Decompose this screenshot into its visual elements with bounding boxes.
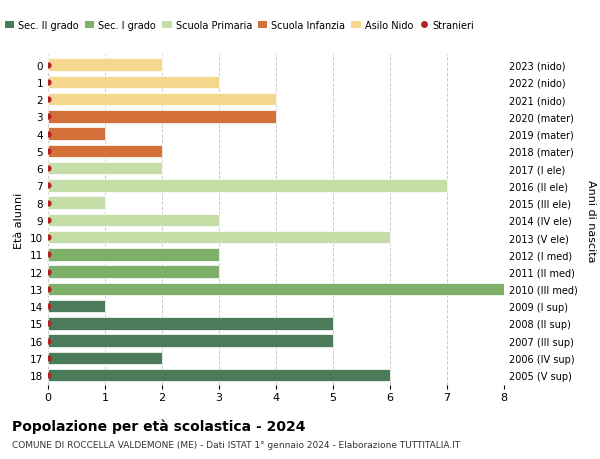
Bar (48, 231, 390, 244)
Bar (48, 128, 105, 140)
Text: Popolazione per età scolastica - 2024: Popolazione per età scolastica - 2024 (12, 419, 305, 433)
Bar (48, 352, 162, 364)
Bar (48, 300, 105, 313)
Bar (48, 283, 504, 296)
Y-axis label: Anni di nascita: Anni di nascita (586, 179, 596, 262)
Bar (48, 214, 219, 227)
Bar (48, 249, 219, 261)
Text: COMUNE DI ROCCELLA VALDEMONE (ME) - Dati ISTAT 1° gennaio 2024 - Elaborazione TU: COMUNE DI ROCCELLA VALDEMONE (ME) - Dati… (12, 440, 460, 449)
Bar (48, 59, 162, 72)
Bar (48, 266, 219, 278)
Bar (48, 111, 276, 123)
Bar (48, 162, 162, 175)
Bar (48, 76, 219, 89)
Bar (48, 94, 276, 106)
Y-axis label: Età alunni: Età alunni (14, 192, 25, 248)
Legend: Sec. II grado, Sec. I grado, Scuola Primaria, Scuola Infanzia, Asilo Nido, Stran: Sec. II grado, Sec. I grado, Scuola Prim… (1, 17, 478, 35)
Bar (48, 197, 105, 209)
Bar (48, 335, 333, 347)
Bar (48, 369, 390, 381)
Bar (48, 145, 162, 157)
Bar (48, 318, 333, 330)
Bar (48, 179, 447, 192)
